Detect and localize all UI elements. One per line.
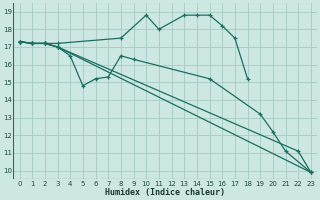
X-axis label: Humidex (Indice chaleur): Humidex (Indice chaleur) bbox=[105, 188, 225, 197]
